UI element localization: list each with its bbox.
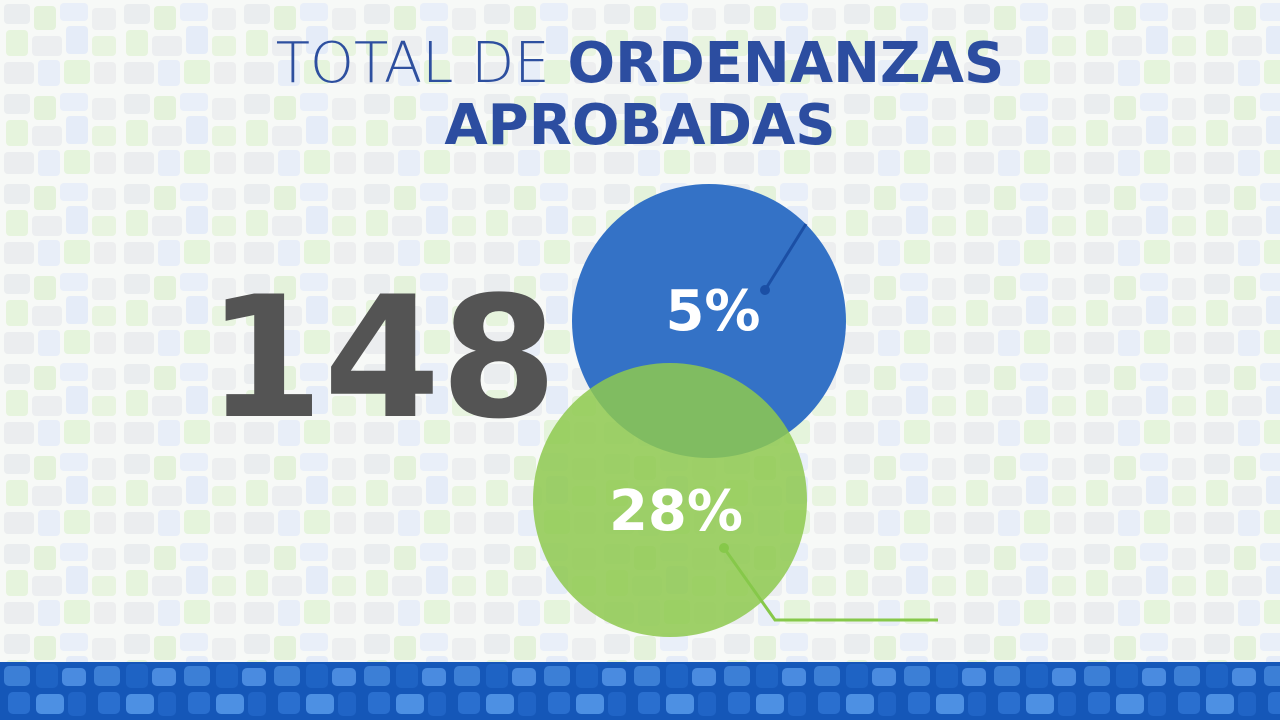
title-line2: APROBADAS	[444, 93, 835, 158]
footer-band	[0, 662, 1280, 720]
circle-label: 5%	[665, 279, 760, 344]
circle-label: 28%	[609, 479, 743, 544]
total-number: 148	[207, 260, 558, 456]
pointer-dot	[719, 543, 729, 553]
pointer-line	[763, 223, 808, 291]
pointer-line	[722, 547, 938, 622]
title-light: TOTAL DE	[276, 31, 550, 96]
pointer-dot	[760, 285, 770, 295]
title-bold: ORDENANZAS	[567, 31, 1004, 96]
title-line1: TOTAL DE ORDENANZAS	[276, 31, 1005, 96]
